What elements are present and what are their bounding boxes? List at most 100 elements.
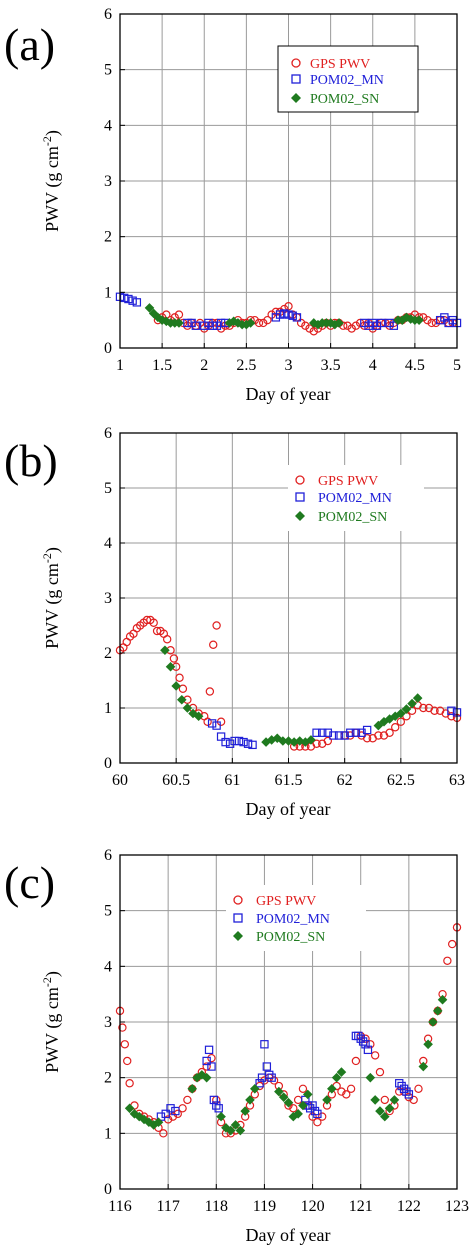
point-gps-c [337, 1087, 346, 1096]
point-sn-c [331, 1072, 342, 1083]
point-gps-a [195, 318, 205, 328]
point-mn-c [260, 1040, 269, 1049]
y-axis-label-main-a: PWV (g cm [42, 146, 63, 232]
point-sn-c [293, 1109, 303, 1119]
point-gps-a [381, 318, 390, 328]
point-gps-c [123, 1056, 132, 1066]
legend-box-a [277, 45, 419, 113]
point-mn-b [334, 731, 344, 740]
point-mn-a [191, 321, 201, 330]
point-gps-a [355, 318, 365, 328]
point-mn-c [308, 1101, 317, 1110]
point-gps-c [414, 1084, 423, 1094]
point-gps-a [284, 302, 293, 311]
x-tick-label-a: 3 [285, 357, 293, 374]
point-sn-c [428, 1017, 438, 1027]
point-sn-c [365, 1072, 376, 1083]
point-gps-c [269, 1076, 279, 1085]
point-mn-c [267, 1073, 276, 1082]
point-sn-c [187, 1084, 198, 1094]
point-sn-a [330, 319, 340, 330]
point-gps-c [308, 1112, 317, 1121]
point-sn-c [230, 1120, 241, 1130]
x-axis-label-b: Day of year [246, 799, 331, 819]
x-tick-label-c: 116 [108, 1198, 131, 1215]
point-mn-a [271, 313, 281, 322]
point-gps-b [169, 654, 179, 663]
point-sn-b [306, 735, 316, 745]
point-mn-c [207, 1062, 216, 1071]
point-sn-b [165, 661, 176, 672]
point-sn-a [157, 315, 167, 325]
point-gps-b [149, 618, 158, 627]
x-tick-label-b: 62 [337, 772, 353, 789]
legend-marker-sn-a [291, 93, 301, 103]
point-mn-c [399, 1084, 409, 1093]
point-sn-c [432, 1006, 443, 1016]
point-gps-b [430, 706, 439, 715]
point-mn-b [351, 728, 361, 737]
point-mn-b [239, 737, 248, 747]
legend-marker-sn-c [233, 931, 243, 941]
point-sn-b [401, 704, 412, 714]
point-gps-b [209, 640, 218, 649]
x-tick-label-b: 61.5 [275, 772, 303, 789]
x-tick-label-a: 4.5 [405, 357, 425, 374]
point-sn-c [216, 1111, 226, 1122]
point-mn-a [208, 321, 217, 330]
point-gps-a [267, 310, 276, 319]
point-gps-a [254, 318, 264, 328]
point-mn-c [255, 1079, 264, 1088]
point-gps-b [203, 717, 212, 726]
point-mn-c [354, 1031, 363, 1041]
point-mn-a [128, 296, 137, 305]
x-tick-label-a: 3.5 [321, 357, 341, 374]
point-mn-a [200, 321, 209, 330]
point-sn-b [412, 693, 423, 703]
point-mn-a [444, 318, 453, 328]
legend-label-sn-a: POM02_SN [310, 92, 379, 107]
point-mn-b [323, 728, 333, 737]
legend-label-mn-c: POM02_MN [256, 912, 330, 927]
point-sn-c [197, 1070, 207, 1080]
point-mn-a [212, 321, 222, 330]
y-tick-label-a: 2 [104, 229, 112, 246]
point-gps-c [120, 1040, 130, 1049]
point-mn-c [363, 1045, 373, 1055]
y-tick-label-c: 6 [104, 847, 112, 864]
legend-b: GPS PWV POM02_MN POM02_SN [288, 465, 424, 531]
point-mn-b [225, 739, 235, 748]
point-mn-a [292, 313, 302, 322]
point-mn-c [209, 1095, 219, 1105]
point-gps-a [431, 318, 441, 328]
data-points-c [115, 923, 462, 1138]
point-mn-c [305, 1104, 315, 1113]
y-tick-label-b: 5 [104, 480, 112, 497]
point-mn-b [248, 740, 257, 750]
point-mn-c [313, 1109, 322, 1119]
point-sn-c [389, 1095, 400, 1105]
legend-box-b [288, 465, 424, 531]
point-sn-c [139, 1114, 149, 1125]
y-axis-label-b: PWV (g cm-2) [40, 547, 63, 649]
y-tick-label-b: 6 [104, 425, 112, 442]
point-gps-c [313, 1117, 322, 1127]
point-mn-b [329, 731, 338, 740]
point-gps-c [447, 939, 457, 949]
x-axis-label-c: Day of year [246, 1225, 331, 1245]
point-mn-b [362, 725, 372, 735]
x-tick-label-c: 117 [156, 1198, 179, 1215]
point-mn-a [183, 318, 192, 328]
point-sn-b [176, 694, 187, 705]
x-tick-label-a: 2.5 [236, 357, 256, 374]
point-mn-c [202, 1056, 211, 1066]
point-mn-a [204, 318, 213, 328]
point-sn-b [278, 736, 288, 746]
legend-marker-gps-a [291, 58, 301, 68]
point-mn-b [243, 739, 253, 748]
x-tick-label-a: 2 [200, 357, 208, 374]
y-tick-label-b: 0 [104, 755, 112, 772]
point-gps-c [409, 1095, 418, 1105]
x-tick-label-b: 63 [449, 772, 465, 789]
